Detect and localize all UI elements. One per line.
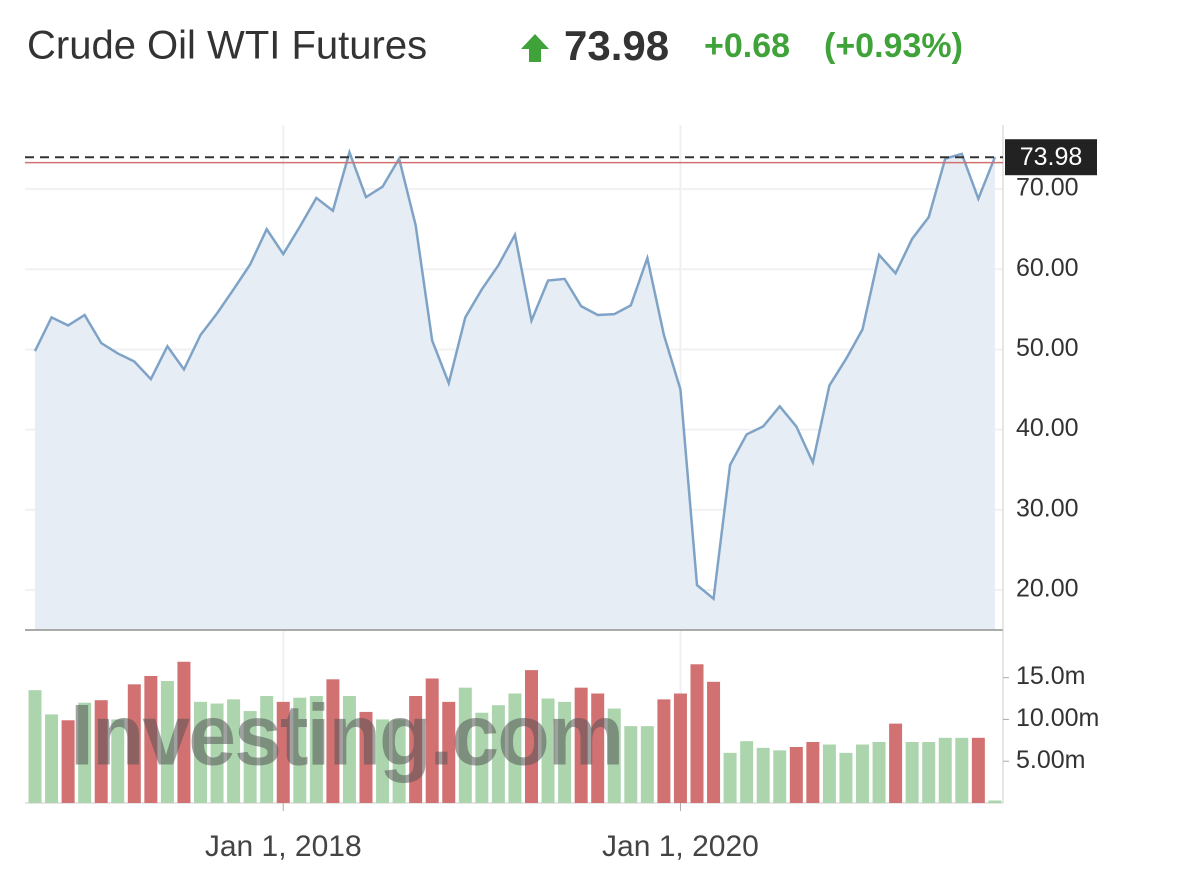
volume-bar	[955, 737, 969, 803]
x-tick-label: Jan 1, 2020	[602, 830, 759, 863]
change-percent: (+0.93%)	[824, 27, 963, 65]
volume-bar	[243, 711, 257, 803]
title: Crude Oil WTI Futures	[27, 24, 427, 68]
volume-bar	[971, 737, 985, 803]
volume-bar	[442, 701, 456, 803]
volume-bar	[160, 680, 174, 803]
y-tick-label: 30.00	[1016, 494, 1079, 522]
volume-bar	[574, 687, 588, 803]
volume-bar	[988, 800, 1002, 803]
y-tick-label: 5.00m	[1016, 746, 1085, 774]
volume-bar	[276, 701, 290, 803]
volume-bar	[227, 699, 241, 803]
volume-bar	[508, 693, 522, 803]
volume-bar	[409, 696, 423, 803]
volume-bar	[28, 690, 42, 803]
volume-bar	[905, 741, 919, 803]
volume-bar	[491, 705, 505, 803]
volume-bar	[45, 714, 59, 803]
volume-bar	[342, 696, 356, 803]
volume-bar	[541, 698, 555, 803]
volume-bar	[756, 747, 770, 803]
volume-bar	[425, 678, 439, 803]
volume-bar	[111, 719, 125, 803]
volume-bar	[309, 696, 323, 803]
volume-bar	[591, 693, 605, 803]
volume-bar	[773, 750, 787, 803]
change: +0.68	[704, 27, 790, 65]
volume-bar	[607, 708, 621, 803]
volume-bar	[458, 687, 472, 803]
volume-bar	[789, 747, 803, 803]
volume-bar	[922, 741, 936, 803]
volume-bar	[78, 702, 92, 803]
volume-bar	[938, 737, 952, 803]
y-tick-label: 70.00	[1016, 174, 1079, 202]
volume-bar	[94, 700, 108, 803]
volume-bar	[690, 664, 704, 803]
volume-bar	[889, 723, 903, 803]
volume-bar	[624, 726, 638, 803]
volume-bar	[326, 679, 340, 803]
volume-bar	[376, 719, 390, 803]
y-tick-label: 40.00	[1016, 414, 1079, 442]
volume-bar	[260, 696, 274, 803]
watermark: Investing.com	[70, 688, 622, 784]
volume-bar	[822, 744, 836, 803]
volume-bar	[210, 703, 224, 803]
volume-bar	[839, 752, 853, 803]
area-fill	[35, 152, 995, 630]
volume-bar	[806, 741, 820, 803]
x-tick-label: Jan 1, 2018	[205, 830, 362, 863]
volume-bar	[475, 712, 489, 803]
volume-bar	[723, 752, 737, 803]
volume-bar	[127, 684, 141, 803]
volume-bar	[856, 744, 869, 803]
volume-bar	[392, 719, 406, 803]
volume-bar	[707, 681, 721, 803]
y-tick-label: 15.0m	[1016, 662, 1085, 690]
y-tick-label: 10.00m	[1016, 704, 1099, 732]
y-tick-label: 50.00	[1016, 334, 1079, 362]
volume-bar	[61, 720, 75, 803]
last-price-label: 73.98	[1020, 143, 1083, 171]
volume-bar	[740, 741, 754, 803]
volume-bar	[657, 699, 671, 803]
volume-bar	[194, 701, 207, 803]
y-tick-label: 60.00	[1016, 254, 1079, 282]
volume-bar	[673, 693, 687, 803]
volume-bar	[144, 675, 158, 803]
volume-bar	[640, 726, 654, 803]
price: 73.98	[564, 22, 669, 69]
last-price-badge	[1005, 139, 1097, 176]
volume-bar	[558, 701, 572, 803]
volume-bar	[359, 711, 373, 803]
y-tick-label: 20.00	[1016, 575, 1079, 603]
up-arrow	[521, 34, 549, 62]
volume-bar	[177, 661, 191, 803]
price-line	[33, 148, 997, 602]
volume-bar	[293, 697, 307, 803]
volume-bar	[872, 741, 886, 803]
volume-bar	[525, 670, 538, 803]
